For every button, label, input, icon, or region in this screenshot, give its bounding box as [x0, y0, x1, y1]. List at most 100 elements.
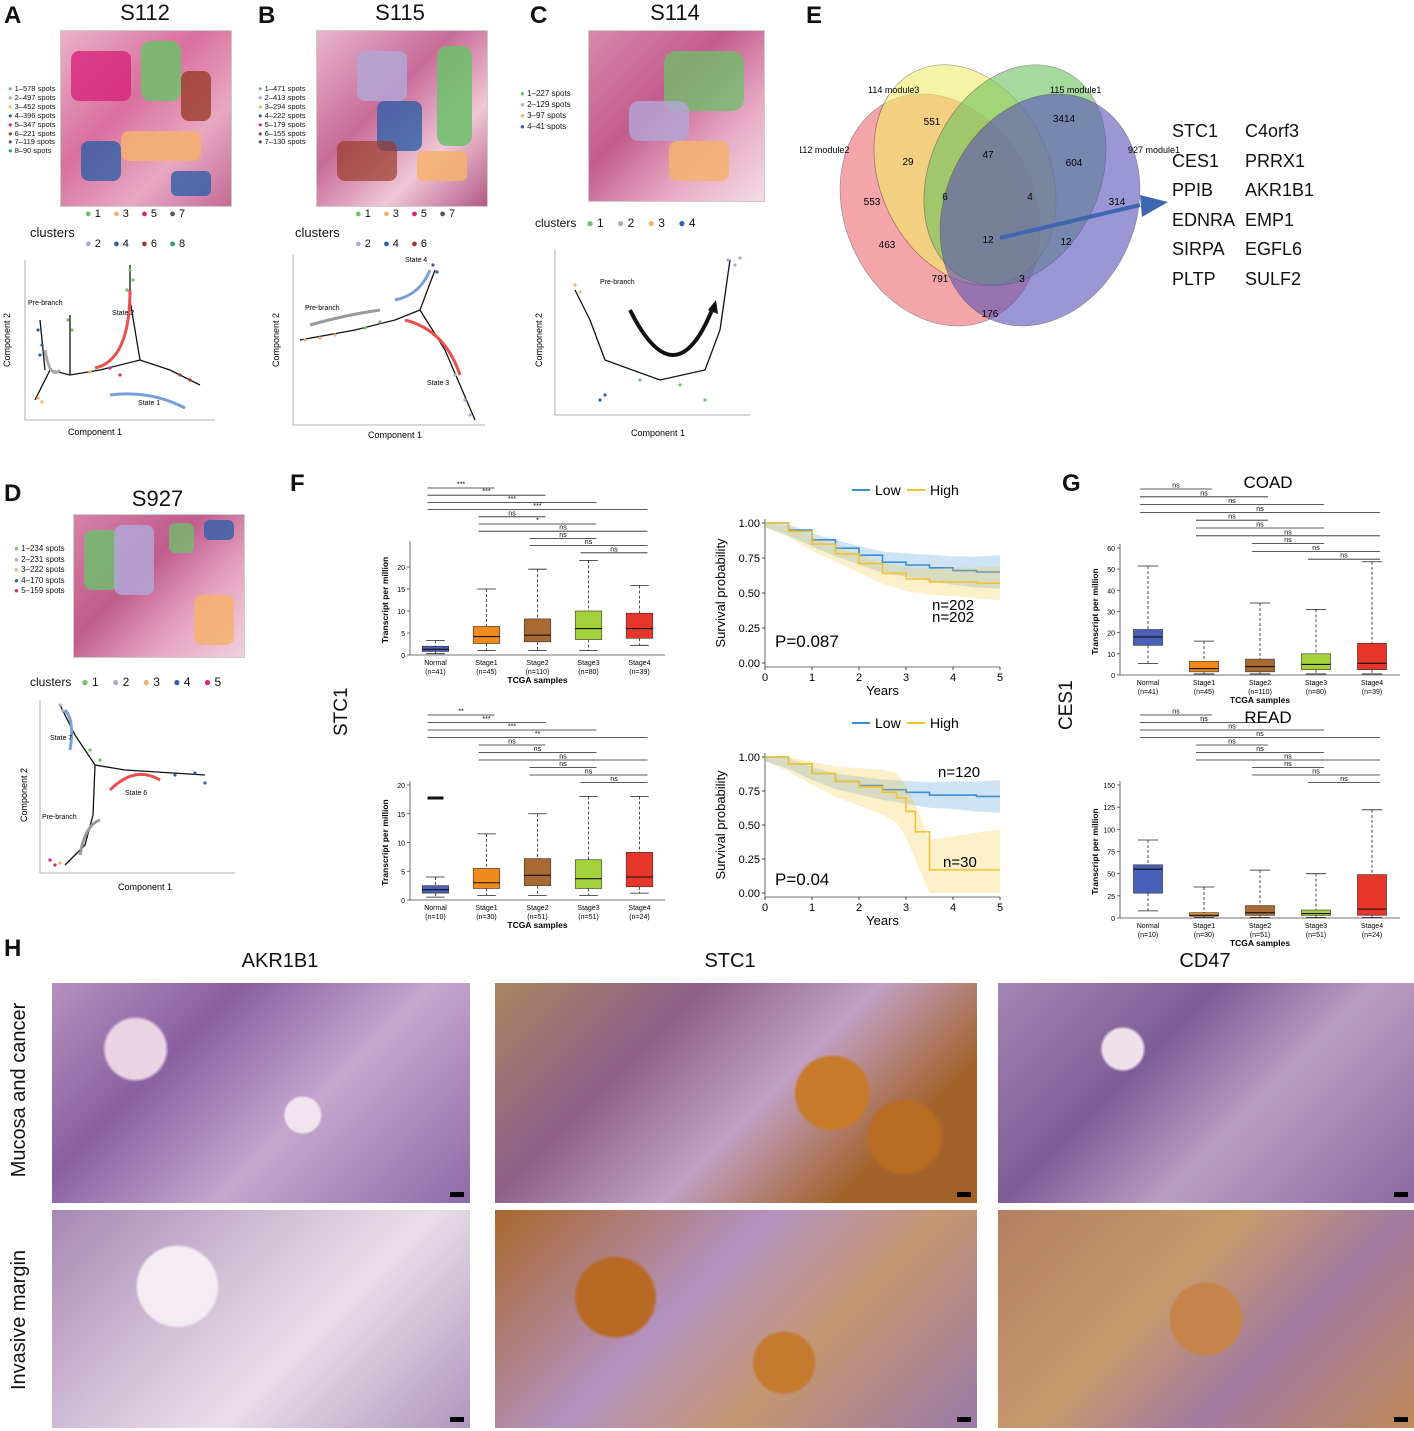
y-tick-label: 0.00	[739, 888, 760, 900]
y-axis-label: Survival probability	[713, 770, 728, 880]
annotation: State 6	[125, 790, 147, 797]
y-tick-label: 150	[1103, 783, 1115, 790]
significance-label: ns	[534, 746, 542, 753]
legend-item: ● 4–170 spots	[14, 575, 65, 585]
box-body	[1301, 653, 1331, 671]
category-label: Stage2	[1249, 680, 1271, 687]
x-axis-label: TCGA samples	[507, 920, 567, 930]
y-tick-label: 60	[1107, 546, 1115, 553]
legend-item: ● 6–221 spots	[8, 128, 56, 138]
category-label: Stage1	[1193, 680, 1215, 687]
gene-name: CES1	[1172, 150, 1220, 171]
significance-label: **	[535, 731, 541, 738]
category-count: (n=45)	[1194, 689, 1214, 696]
y-axis-label: Transcript per million	[380, 557, 390, 643]
gene-label-ces1: CES1	[1056, 680, 1077, 730]
significance-label: ns	[508, 739, 516, 746]
category-count: (n=10)	[1138, 932, 1158, 939]
box-body	[1189, 660, 1219, 673]
set-label: 112 module2	[800, 145, 849, 155]
km-legend: Low High	[852, 482, 959, 498]
significance-label: *	[536, 518, 539, 525]
significance-label: ns	[559, 532, 567, 539]
venn-count: 3414	[1053, 114, 1076, 125]
legend-item: ● 4–222 spots	[258, 110, 306, 120]
legend-item: ● 5–179 spots	[258, 119, 306, 129]
venn-count: 4	[1027, 192, 1033, 203]
cluster-key-a-row2: ● 2 ● 4 ● 6 ● 8	[85, 238, 186, 250]
significance-label: ns	[1256, 731, 1264, 738]
y-tick-label: 0.50	[739, 588, 760, 600]
tissue-image-b	[316, 30, 488, 207]
km-annotation: n=120	[938, 764, 980, 781]
legend-a: ● 1–578 spots ● 2–497 spots ● 3–452 spot…	[8, 84, 56, 156]
venn-count: 12	[1060, 237, 1072, 248]
venn-count: 3	[1019, 274, 1025, 285]
gene-name: AKR1B1	[1245, 180, 1315, 201]
y-tick-label: 50	[1107, 872, 1115, 879]
x-tick-label: 0	[762, 672, 768, 684]
box-body	[1357, 874, 1387, 916]
significance-label: ns	[1228, 724, 1236, 731]
significance-label: ns	[1312, 545, 1320, 552]
significance-label: ns	[1312, 769, 1320, 776]
category-count: (n=24)	[629, 914, 649, 921]
category-count: (n=30)	[1194, 932, 1214, 939]
legend-item: ● 3–294 spots	[258, 101, 306, 111]
y-tick-label: 0	[401, 898, 405, 905]
set-label: 115 module1	[1050, 85, 1101, 95]
panel-letter-g: G	[1062, 470, 1081, 497]
gene-name: PLTP	[1172, 268, 1216, 289]
gene-name: PRRX1	[1245, 150, 1306, 171]
category-label: Stage2	[1249, 923, 1271, 930]
gene-name: SIRPA	[1172, 239, 1225, 260]
category-label: Stage1	[475, 660, 497, 667]
significance-label: ns	[1228, 498, 1236, 505]
box-plot-stc1-read: READ**********nsnsnsnsnsns05101520Transc…	[380, 709, 665, 930]
y-tick-label: 0.00	[739, 658, 760, 670]
legend-c: ● 1–227 spots ● 2–129 spots ● 3–97 spots…	[520, 88, 571, 132]
significance-label: ns	[559, 754, 567, 761]
category-label: Stage3	[577, 660, 599, 667]
column-header-stc1: STC1	[704, 950, 756, 972]
y-axis-label: Component 2	[19, 768, 29, 822]
y-tick-label: 10	[397, 609, 405, 616]
trajectory-plot-a: Pre-branch State 2 State 1 Component 1 C…	[2, 260, 215, 437]
box-body	[574, 610, 603, 640]
significance-label: ns	[1284, 754, 1292, 761]
trajectory-plot-c: Pre-branch Component 1 Component 2	[534, 250, 750, 438]
sample-title-b: S115	[375, 0, 425, 25]
significance-label: ***	[508, 496, 516, 503]
legend-item: ● 7–119 spots	[8, 137, 55, 147]
column-header-cd47: CD47	[1179, 950, 1231, 972]
gene-name: EDNRA	[1172, 209, 1236, 230]
venn-diagram: 114 module3 115 module1 112 module2 927 …	[800, 64, 1180, 327]
box-body	[523, 858, 552, 886]
significance-label: ns	[1200, 716, 1208, 723]
km-annotation: n=202	[932, 609, 974, 626]
y-tick-label: 0	[1111, 673, 1115, 680]
gene-name: C4orf3	[1245, 121, 1300, 141]
legend-item: ● 2–497 spots	[8, 92, 56, 102]
row-label-invasive: Invasive margin	[8, 1249, 30, 1391]
chart-title: READ	[1244, 708, 1291, 727]
gene-name: STC1	[1172, 121, 1219, 141]
y-tick-label: 1.00	[739, 752, 760, 764]
x-tick-label: 5	[997, 902, 1003, 914]
y-axis-label: Transcript per million	[1090, 568, 1100, 654]
y-tick-label: 15	[397, 812, 405, 819]
km-legend: Low High	[852, 715, 959, 731]
significance-label: ***	[482, 489, 490, 496]
box-body	[625, 851, 654, 888]
legend-item: ● 4–41 spots	[520, 122, 567, 131]
panel-letter-h: H	[4, 935, 22, 962]
column-header-akr1b1: AKR1B1	[241, 950, 319, 972]
category-label: Stage3	[1305, 680, 1327, 687]
gene-name: EMP1	[1245, 209, 1295, 230]
clusters-label-a: clusters	[30, 225, 75, 240]
category-label: Stage2	[526, 660, 548, 667]
legend-item: ● 8–90 spots	[8, 146, 52, 156]
y-tick-label: 5	[401, 869, 405, 876]
panel-letter-b: B	[258, 2, 276, 29]
category-count: (n=110)	[526, 669, 550, 676]
